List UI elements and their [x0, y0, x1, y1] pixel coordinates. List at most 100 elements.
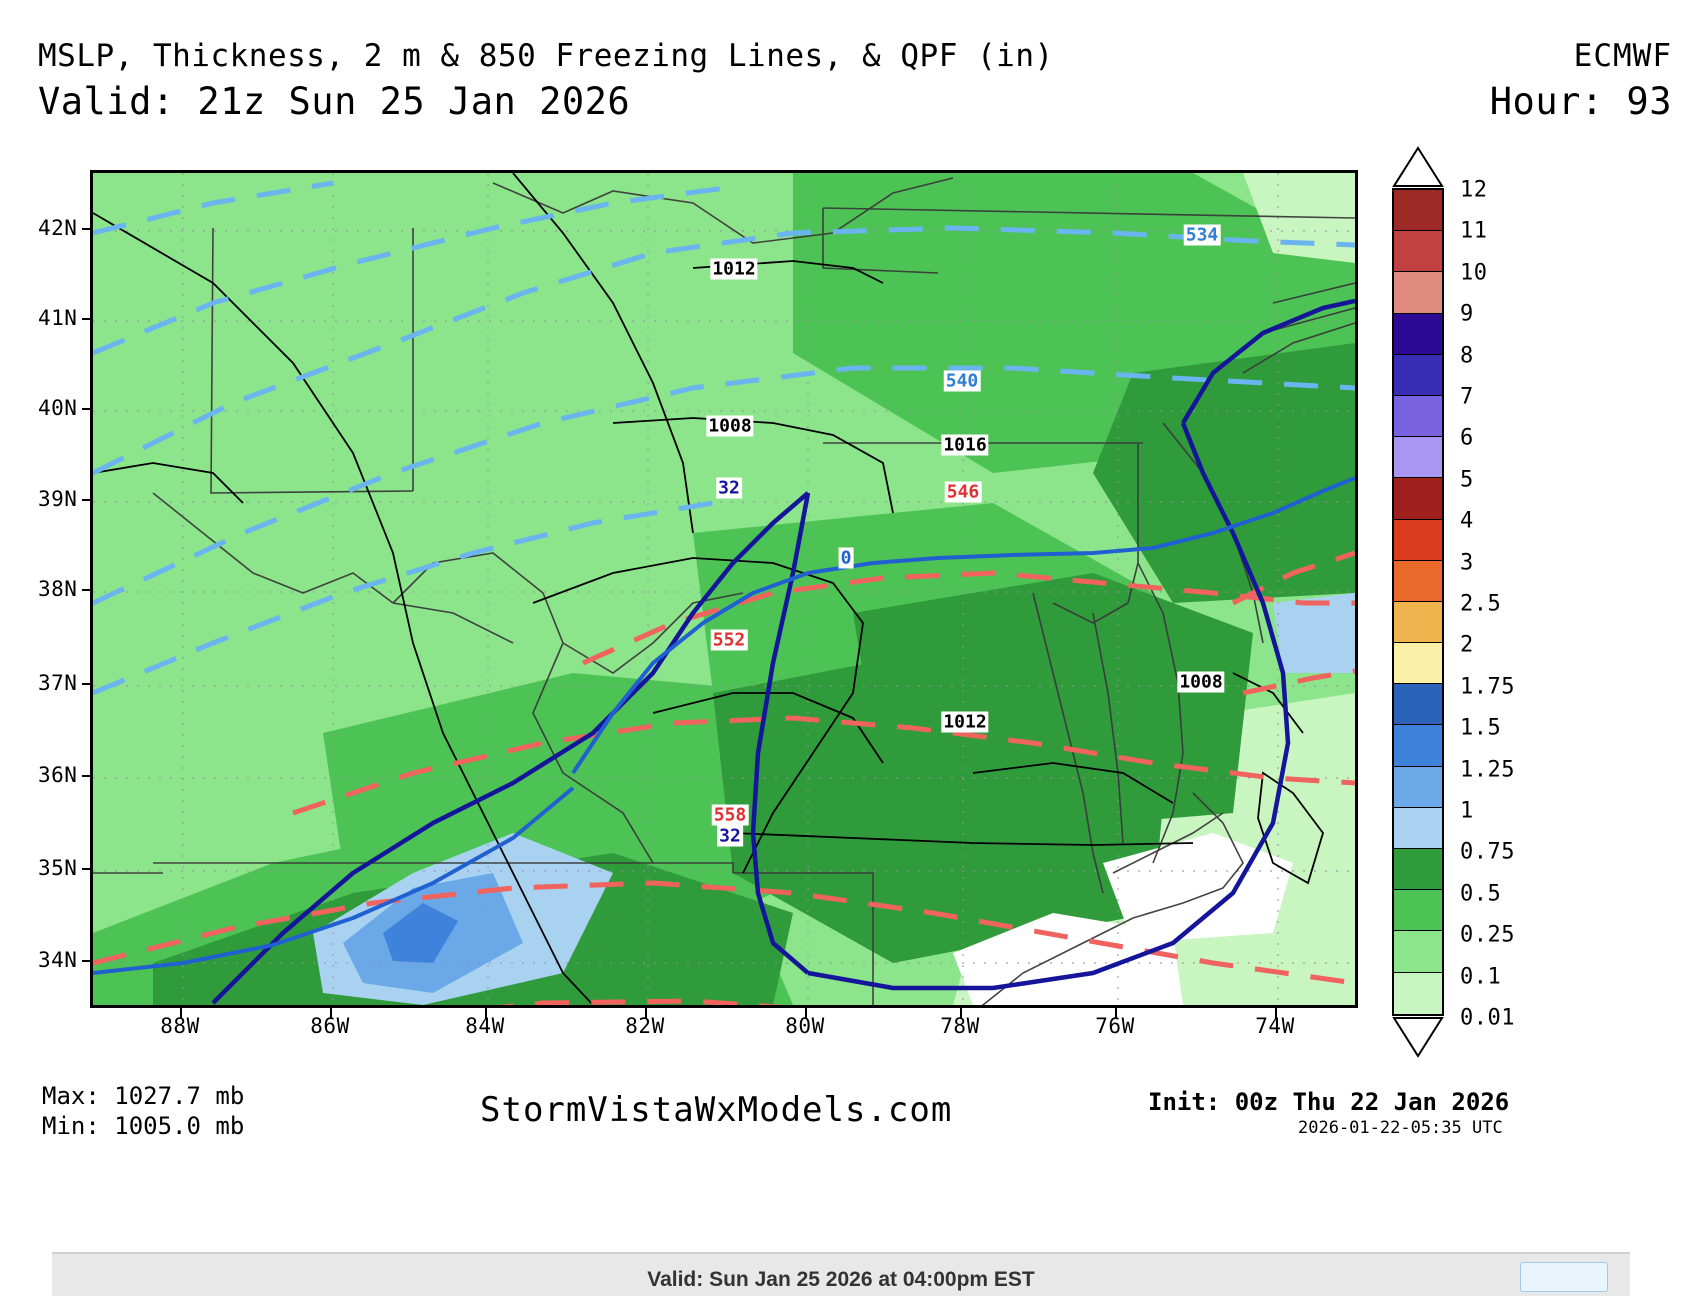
colorbar-swatch: [1394, 849, 1442, 891]
brand-watermark: StormVistaWxModels.com: [480, 1090, 953, 1130]
colorbar-swatch: [1394, 190, 1442, 232]
colorbar-swatch: [1394, 478, 1442, 520]
colorbar-swatch: [1394, 519, 1442, 561]
longitude-tick-mark: [645, 1008, 647, 1018]
colorbar-swatch: [1394, 931, 1442, 973]
colorbar-swatch: [1394, 725, 1442, 767]
contour-value-label: 1008: [706, 415, 754, 437]
colorbar-swatch: [1394, 313, 1442, 355]
longitude-tick-label: 86W: [310, 1014, 350, 1038]
longitude-tick-label: 74W: [1255, 1014, 1295, 1038]
colorbar-tick-label: 0.25: [1460, 922, 1515, 948]
latitude-tick-label: 41N: [38, 306, 78, 330]
latitude-tick-label: 34N: [38, 948, 78, 972]
latitude-tick-label: 40N: [38, 396, 78, 420]
init-timestamp-label: 2026-01-22-05:35 UTC: [1298, 1118, 1503, 1138]
colorbar-tick-label: 9: [1460, 301, 1474, 327]
colorbar-tick-label: 1.75: [1460, 674, 1515, 700]
longitude-tick-mark: [805, 1008, 807, 1018]
chart-header: MSLP, Thickness, 2 m & 850 Freezing Line…: [0, 0, 1682, 130]
longitude-tick-mark: [1115, 1008, 1117, 1018]
contour-value-label: 546: [944, 481, 982, 503]
latitude-tick-mark: [82, 589, 92, 591]
latitude-tick-label: 36N: [38, 763, 78, 787]
latitude-tick-label: 42N: [38, 216, 78, 240]
colorbar-swatch: [1394, 437, 1442, 479]
latitude-tick-mark: [82, 868, 92, 870]
colorbar-swatch: [1394, 643, 1442, 685]
latitude-tick-mark: [82, 228, 92, 230]
colorbar-swatch: [1394, 601, 1442, 644]
contour-value-label: 552: [710, 629, 748, 651]
latitude-tick-mark: [82, 960, 92, 962]
latitude-tick-label: 39N: [38, 487, 78, 511]
colorbar-swatch: [1394, 354, 1442, 396]
colorbar-swatch: [1394, 972, 1442, 1014]
colorbar-tick-label: 3: [1460, 550, 1474, 576]
longitude-tick-label: 78W: [940, 1014, 980, 1038]
contour-value-label: 540: [943, 370, 981, 392]
valid-time-label: Valid: 21z Sun 25 Jan 2026: [38, 80, 631, 123]
forecast-hour-label: Hour: 93: [1489, 80, 1672, 123]
contour-value-label: 558: [711, 804, 749, 826]
contour-value-label: 0: [838, 547, 854, 569]
contour-value-label: 1012: [941, 711, 989, 733]
colorbar-tick-label: 4: [1460, 508, 1474, 534]
colorbar-tick-label: 2.5: [1460, 591, 1502, 617]
qpf-colorbar[interactable]: [1388, 146, 1448, 1058]
colorbar-tick-label: 8: [1460, 343, 1474, 369]
colorbar-tick-label: 5: [1460, 467, 1474, 493]
latitude-tick-mark: [82, 683, 92, 685]
contour-value-label: 32: [716, 477, 742, 499]
latitude-tick-mark: [82, 775, 92, 777]
colorbar-tick-label: 11: [1460, 218, 1488, 244]
colorbar-swatch: [1394, 766, 1442, 808]
colorbar-swatch: [1394, 890, 1442, 932]
colorbar-tick-label: 1.25: [1460, 757, 1515, 783]
model-name-label: ECMWF: [1573, 38, 1672, 74]
longitude-tick-mark: [485, 1008, 487, 1018]
colorbar-tick-label: 0.1: [1460, 964, 1502, 990]
longitude-tick-label: 88W: [160, 1014, 200, 1038]
colorbar-tick-label: 6: [1460, 425, 1474, 451]
colorbar-extend-max-arrow: [1392, 146, 1444, 187]
colorbar-extend-min-arrow: [1392, 1017, 1444, 1058]
latitude-tick-label: 37N: [38, 671, 78, 695]
longitude-tick-mark: [960, 1008, 962, 1018]
colorbar-tick-label: 10: [1460, 260, 1488, 286]
mslp-max-label: Max: 1027.7 mb: [42, 1082, 245, 1110]
colorbar-swatch: [1394, 807, 1442, 849]
colorbar-tick-label: 1: [1460, 798, 1474, 824]
colorbar-swatch: [1394, 231, 1442, 273]
colorbar-swatch: [1394, 395, 1442, 438]
latitude-tick-mark: [82, 499, 92, 501]
colorbar-swatch: [1394, 684, 1442, 726]
longitude-tick-mark: [1275, 1008, 1277, 1018]
contour-value-label: 534: [1183, 224, 1221, 246]
longitude-tick-label: 76W: [1095, 1014, 1135, 1038]
contour-value-label: 1008: [1177, 671, 1225, 693]
bottom-bar-button[interactable]: [1520, 1262, 1608, 1292]
latitude-tick-label: 38N: [38, 577, 78, 601]
colorbar-tick-label: 0.01: [1460, 1005, 1515, 1031]
contour-value-label: 32: [717, 825, 743, 847]
colorbar-tick-label: 0.5: [1460, 881, 1502, 907]
colorbar-swatch: [1394, 560, 1442, 602]
longitude-tick-label: 84W: [465, 1014, 505, 1038]
longitude-tick-label: 82W: [625, 1014, 665, 1038]
colorbar-tick-label: 1.5: [1460, 715, 1502, 741]
longitude-tick-mark: [330, 1008, 332, 1018]
colorbar-swatch: [1394, 272, 1442, 314]
colorbar-tick-label: 7: [1460, 384, 1474, 410]
latitude-tick-mark: [82, 318, 92, 320]
longitude-tick-label: 80W: [785, 1014, 825, 1038]
colorbar-tick-label: 2: [1460, 632, 1474, 658]
map-plot-area[interactable]: 1012 1008 1016 1008 1012 534 540 546 552 558 32 32 0: [90, 170, 1358, 1008]
mslp-min-label: Min: 1005.0 mb: [42, 1112, 245, 1140]
colorbar-swatch-stack: [1392, 188, 1444, 1016]
page-title: MSLP, Thickness, 2 m & 850 Freezing Line…: [38, 38, 1054, 74]
contour-value-label: 1012: [710, 258, 758, 280]
bottom-status-bar: Valid: Sun Jan 25 2026 at 04:00pm EST: [52, 1252, 1630, 1296]
init-time-label: Init: 00z Thu 22 Jan 2026: [1148, 1088, 1510, 1116]
